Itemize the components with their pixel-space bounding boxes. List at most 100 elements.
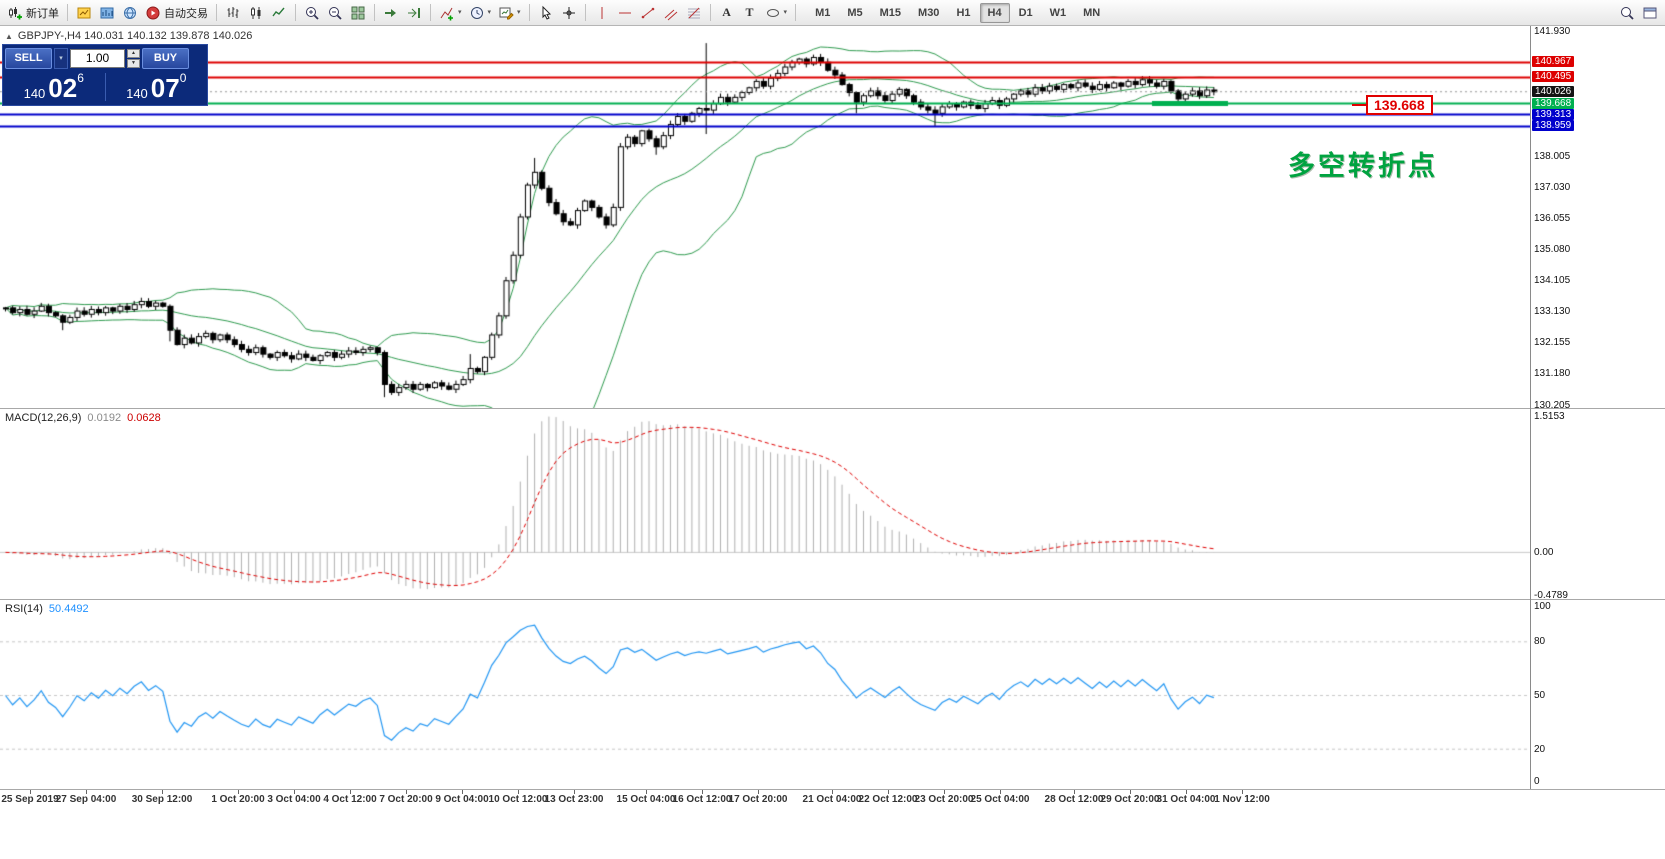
time-axis-tick xyxy=(1242,790,1243,794)
price-axis-label: 131.180 xyxy=(1534,368,1571,380)
indicators-button[interactable]: ▾ xyxy=(436,2,465,24)
time-axis-label: 1 Nov 12:00 xyxy=(1214,794,1270,805)
timeframe-button-h4[interactable]: H4 xyxy=(979,2,1010,23)
price-axis-label: 140.026 xyxy=(1532,86,1575,98)
time-axis-tick xyxy=(888,790,889,794)
template-icon xyxy=(499,7,514,19)
timeframe-button-d1[interactable]: D1 xyxy=(1011,3,1041,23)
candle-chart-mode-button[interactable] xyxy=(245,2,267,24)
price-axis-label: 139.668 xyxy=(1532,97,1575,109)
timeframe-button-mn[interactable]: MN xyxy=(1075,3,1108,23)
line-chart-mode-button[interactable] xyxy=(268,2,290,24)
time-axis-label: 30 Sep 12:00 xyxy=(131,794,193,805)
price-axis-label: 141.930 xyxy=(1534,25,1571,37)
rsi-canvas[interactable] xyxy=(0,600,1530,789)
time-axis-label: 25 Oct 04:00 xyxy=(970,794,1030,805)
symbol-ohlc-text: GBPJPY-,H4 140.031 140.132 139.878 140.0… xyxy=(17,30,253,42)
time-axis-label: 9 Oct 04:00 xyxy=(435,794,489,805)
lot-size-input[interactable] xyxy=(70,48,125,68)
panel-divider xyxy=(0,789,1665,790)
toolbar-separator xyxy=(528,4,530,21)
auto-scroll-button[interactable] xyxy=(380,2,402,24)
buy-price-point: 0 xyxy=(179,71,187,85)
chart-shift-button[interactable] xyxy=(403,2,425,24)
trendline-tool-button[interactable] xyxy=(637,2,659,24)
new-order-icon xyxy=(9,6,22,19)
time-axis-tick xyxy=(1000,790,1001,794)
vertical-line-tool-button[interactable] xyxy=(591,2,613,24)
timeframe-button-m30[interactable]: M30 xyxy=(910,3,947,23)
time-axis-tick xyxy=(86,790,87,794)
time-axis-label: 13 Oct 23:00 xyxy=(544,794,604,805)
time-axis-label: 21 Oct 04:00 xyxy=(802,794,862,805)
shapes-tool-button[interactable]: ▾ xyxy=(762,2,791,24)
channel-tool-button[interactable] xyxy=(660,2,682,24)
panel-divider[interactable] xyxy=(0,599,1665,600)
auto-trading-label: 自动交易 xyxy=(164,7,208,20)
time-axis-label: 15 Oct 04:00 xyxy=(616,794,676,805)
zoom-out-icon xyxy=(329,6,342,20)
zoom-in-icon xyxy=(306,6,319,20)
lot-increase-button[interactable]: ▲ xyxy=(127,48,140,58)
price-axis-label: 135.080 xyxy=(1534,243,1571,255)
search-button[interactable] xyxy=(1616,2,1638,24)
time-axis-tick xyxy=(462,790,463,794)
cursor-tool-button[interactable] xyxy=(535,2,557,24)
time-axis-tick xyxy=(30,790,31,794)
main-chart-canvas[interactable] xyxy=(0,26,1530,408)
cursor-icon xyxy=(542,5,551,20)
text-tool-button[interactable]: A xyxy=(716,2,738,24)
buy-price[interactable]: 140 07 0 xyxy=(106,71,208,103)
new-order-button[interactable]: 新订单 xyxy=(4,2,62,24)
macd-value: 0.0192 xyxy=(87,412,122,424)
price-axis-label: 137.030 xyxy=(1534,181,1571,193)
time-axis-label: 4 Oct 12:00 xyxy=(323,794,377,805)
fibonacci-tool-button[interactable] xyxy=(683,2,705,24)
time-axis-tick xyxy=(350,790,351,794)
timeframe-button-m1[interactable]: M1 xyxy=(807,3,838,23)
sell-price[interactable]: 140 02 6 xyxy=(3,71,105,103)
data-window-button[interactable] xyxy=(96,2,118,24)
price-flag[interactable]: 139.668 xyxy=(1352,95,1433,115)
horizontal-line-tool-button[interactable] xyxy=(614,2,636,24)
tile-windows-button[interactable] xyxy=(347,2,369,24)
timeframe-button-m5[interactable]: M5 xyxy=(839,3,870,23)
time-axis-tick xyxy=(162,790,163,794)
lot-decrease-button[interactable]: ▼ xyxy=(127,58,140,68)
horizontal-line-icon xyxy=(618,12,631,13)
crosshair-tool-button[interactable] xyxy=(558,2,580,24)
toolbar-separator xyxy=(374,4,375,21)
sell-button[interactable]: SELL xyxy=(5,47,52,69)
buy-button[interactable]: BUY xyxy=(142,47,189,69)
timeframe-button-h1[interactable]: H1 xyxy=(948,3,978,23)
label-tool-button[interactable]: T xyxy=(739,2,761,24)
web-community-button[interactable] xyxy=(119,2,141,24)
timeframe-button-w1[interactable]: W1 xyxy=(1042,3,1075,23)
macd-canvas[interactable] xyxy=(0,409,1530,599)
auto-trading-button[interactable]: 自动交易 xyxy=(142,2,211,24)
time-axis-label: 29 Oct 20:00 xyxy=(1100,794,1160,805)
macd-name: MACD(12,26,9) xyxy=(5,412,82,424)
globe-icon xyxy=(124,6,136,19)
label-tool-icon: T xyxy=(745,5,754,19)
zoom-out-button[interactable] xyxy=(324,2,346,24)
market-watch-icon xyxy=(77,7,91,18)
bar-chart-mode-button[interactable] xyxy=(222,2,244,24)
chevron-down-icon: ▾ xyxy=(458,8,462,16)
templates-button[interactable]: ▾ xyxy=(495,2,524,24)
new-chart-window-button[interactable] xyxy=(1639,2,1661,24)
shapes-icon xyxy=(766,8,779,17)
timeframe-button-m15[interactable]: M15 xyxy=(872,3,909,23)
chart-annotation-text[interactable]: 多空转折点 xyxy=(1288,151,1438,182)
panel-divider[interactable] xyxy=(0,408,1665,409)
lot-dropdown-button[interactable]: ▾ xyxy=(54,47,68,69)
market-watch-button[interactable] xyxy=(73,2,95,24)
periods-button[interactable]: ▾ xyxy=(466,2,495,24)
price-axis-label: 50 xyxy=(1534,690,1546,701)
zoom-in-button[interactable] xyxy=(301,2,323,24)
panel-collapse-icon[interactable]: ▲ xyxy=(5,31,13,41)
chevron-down-icon: ▾ xyxy=(783,8,788,16)
time-axis-label: 25 Sep 2019 xyxy=(1,794,59,805)
time-axis-label: 10 Oct 12:00 xyxy=(488,794,548,805)
